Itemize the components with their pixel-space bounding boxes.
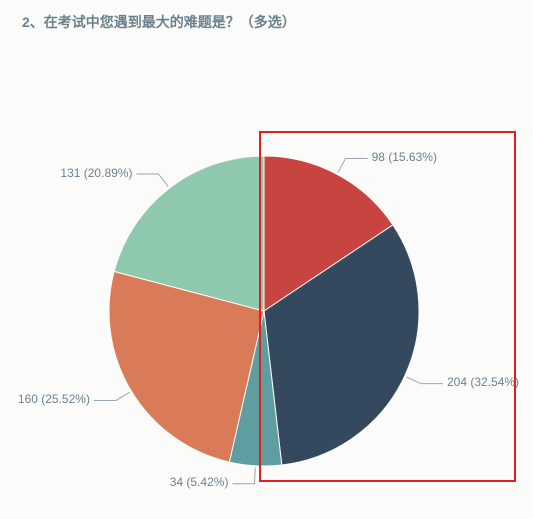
slice-label: 34 (5.42%): [170, 475, 229, 489]
leader-line: [232, 468, 255, 484]
slice-label: 160 (25.52%): [18, 392, 90, 406]
leader-line: [136, 174, 168, 187]
slice-label: 131 (20.89%): [60, 166, 132, 180]
highlight-rectangle: [259, 131, 516, 482]
leader-line: [94, 392, 130, 400]
